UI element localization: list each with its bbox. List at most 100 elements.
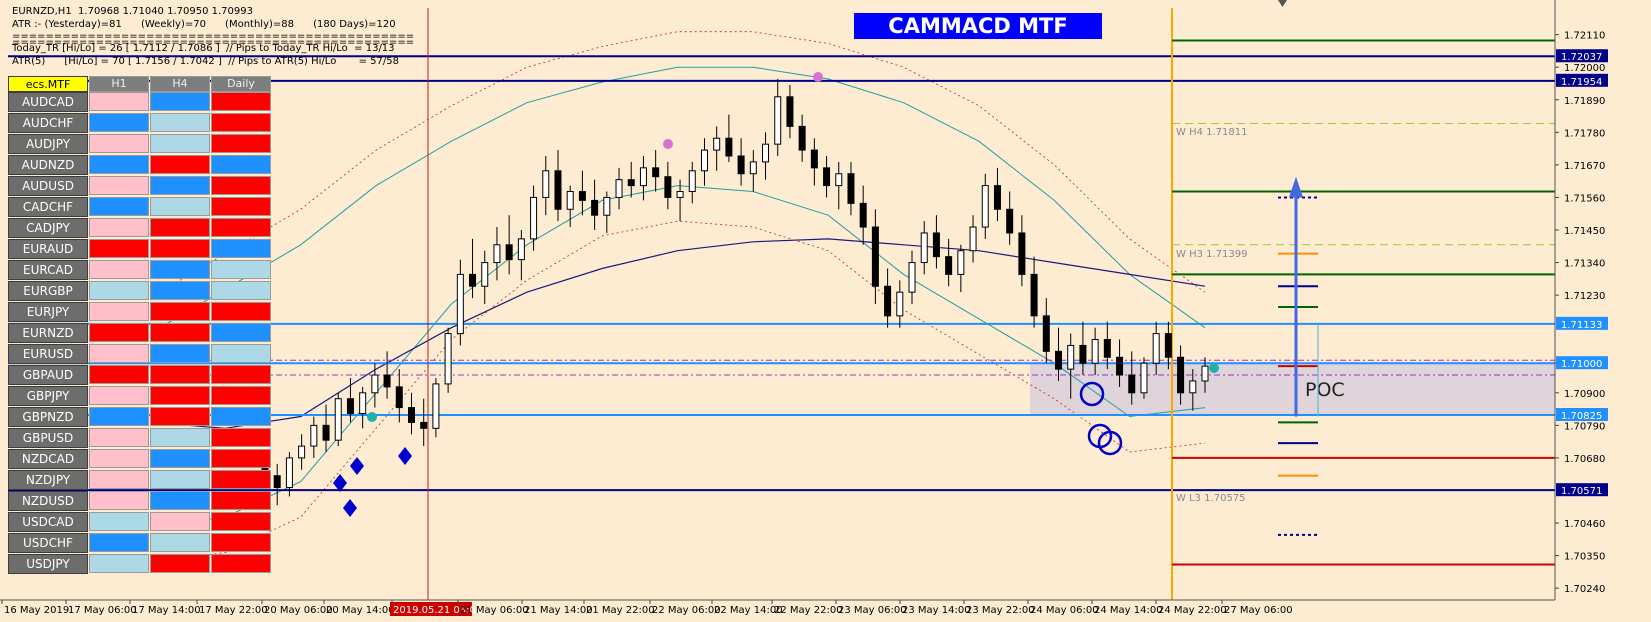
signal-cell-h4 <box>150 554 210 573</box>
price-tick-label: 1.70790 <box>1564 421 1605 432</box>
bull-candle <box>432 383 440 429</box>
time-tick-label: 17 May 22:00 <box>199 605 268 616</box>
bull-candle <box>542 170 550 198</box>
bull-candle <box>603 196 611 216</box>
time-tick-label: 21 May 06:00 <box>460 605 529 616</box>
bull-candle <box>334 398 342 441</box>
signal-cell-daily <box>211 344 271 363</box>
bear-candle <box>627 179 635 187</box>
bear-candle <box>847 173 855 204</box>
bear-candle <box>1055 350 1063 370</box>
bear-candle <box>1018 232 1026 275</box>
signal-cell-h1 <box>89 428 149 447</box>
pair-button[interactable]: GBPAUD <box>8 365 88 385</box>
signal-cell-h4 <box>150 365 210 384</box>
pair-button[interactable]: EURGBP <box>8 281 88 301</box>
pair-button[interactable]: USDCHF <box>8 533 88 553</box>
matrix-row: AUDUSD <box>8 175 271 196</box>
bear-candle <box>823 167 831 187</box>
signal-cell-h4 <box>150 407 210 426</box>
pair-button[interactable]: AUDNZD <box>8 155 88 175</box>
matrix-row: EURNZD <box>8 322 271 343</box>
signal-cell-h1 <box>89 92 149 111</box>
signal-cell-h4 <box>150 113 210 132</box>
bull-candle <box>713 137 721 151</box>
pair-button[interactable]: NZDCAD <box>8 449 88 469</box>
signal-cell-h4 <box>150 428 210 447</box>
price-tick-label: 1.70240 <box>1564 584 1605 595</box>
signal-cell-daily <box>211 323 271 342</box>
chart-shift-marker <box>1278 0 1287 7</box>
indicator-title: CAMMACD MTF <box>854 13 1102 39</box>
price-tag-label: 1.71000 <box>1561 359 1602 370</box>
signal-cell-h4 <box>150 323 210 342</box>
signal-cell-h4 <box>150 386 210 405</box>
separator-line: ========================================… <box>12 31 415 42</box>
bull-candle <box>774 96 782 145</box>
pair-button[interactable]: GBPJPY <box>8 386 88 406</box>
pair-button[interactable]: NZDJPY <box>8 470 88 490</box>
price-tick-label: 1.70680 <box>1564 454 1605 465</box>
pair-button[interactable]: USDCAD <box>8 512 88 532</box>
price-tag <box>1556 49 1608 63</box>
price-tick-label: 1.72000 <box>1564 63 1605 74</box>
bull-candle <box>530 196 538 240</box>
price-tick-label: 1.70900 <box>1564 389 1605 400</box>
pair-button[interactable]: CADJPY <box>8 218 88 238</box>
bear-candle <box>884 285 892 317</box>
matrix-column-header: H1 <box>89 76 149 92</box>
matrix-row: EURGBP <box>8 280 271 301</box>
signal-cell-h4 <box>150 470 210 489</box>
time-tick-label: 22 May 06:00 <box>652 605 721 616</box>
pair-button[interactable]: CADCHF <box>8 197 88 217</box>
pair-button[interactable]: EURJPY <box>8 302 88 322</box>
pair-button[interactable]: EURUSD <box>8 344 88 364</box>
signal-cell-h1 <box>89 533 149 552</box>
signal-cell-h4 <box>150 281 210 300</box>
pair-button[interactable]: USDJPY <box>8 554 88 574</box>
symbol-header: EURNZD,H1 1.70968 1.71040 1.70950 1.7099… <box>12 6 253 17</box>
time-tick-label: 17 May 14:00 <box>132 605 201 616</box>
price-tick-label: 1.71450 <box>1564 226 1605 237</box>
signal-cell-h1 <box>89 260 149 279</box>
buy-signal-diamond <box>350 457 364 475</box>
bull-candle <box>676 191 684 198</box>
moving-average-line <box>149 238 1206 429</box>
signal-cell-daily <box>211 512 271 531</box>
bull-candle <box>456 273 464 335</box>
matrix-row: AUDJPY <box>8 133 271 154</box>
bear-candle <box>1079 344 1087 364</box>
price-axis <box>1555 0 1651 622</box>
fractal-dot <box>813 72 823 82</box>
pair-button[interactable]: AUDUSD <box>8 176 88 196</box>
channel-upper-line <box>149 31 1206 299</box>
matrix-row: AUDCAD <box>8 91 271 112</box>
matrix-column-header: Daily <box>211 76 271 92</box>
pair-button[interactable]: EURAUD <box>8 239 88 259</box>
bollinger-upper-band <box>149 66 1206 335</box>
time-tick-label: 24 May 06:00 <box>1030 605 1099 616</box>
bear-candle <box>578 191 586 201</box>
bear-candle <box>859 202 867 228</box>
pair-button[interactable]: GBPUSD <box>8 428 88 448</box>
pair-button[interactable]: AUDCHF <box>8 113 88 133</box>
pair-button[interactable]: AUDCAD <box>8 92 88 112</box>
price-tag-label: 1.71133 <box>1561 320 1602 331</box>
bull-candle <box>310 424 318 447</box>
pair-button[interactable]: NZDUSD <box>8 491 88 511</box>
bear-candle <box>505 244 513 261</box>
signal-cell-h1 <box>89 134 149 153</box>
signal-cell-h1 <box>89 344 149 363</box>
pair-button[interactable]: EURCAD <box>8 260 88 280</box>
matrix-row: CADJPY <box>8 217 271 238</box>
pair-button[interactable]: GBPNZD <box>8 407 88 427</box>
pair-button[interactable]: AUDJPY <box>8 134 88 154</box>
bear-candle <box>1164 333 1172 358</box>
bear-candle <box>810 149 818 169</box>
price-tag <box>1556 356 1608 370</box>
pair-button[interactable]: EURNZD <box>8 323 88 343</box>
bull-candle <box>566 191 574 210</box>
price-tick-label: 1.71560 <box>1564 193 1605 204</box>
time-tick-label: 20 May 06:00 <box>264 605 333 616</box>
